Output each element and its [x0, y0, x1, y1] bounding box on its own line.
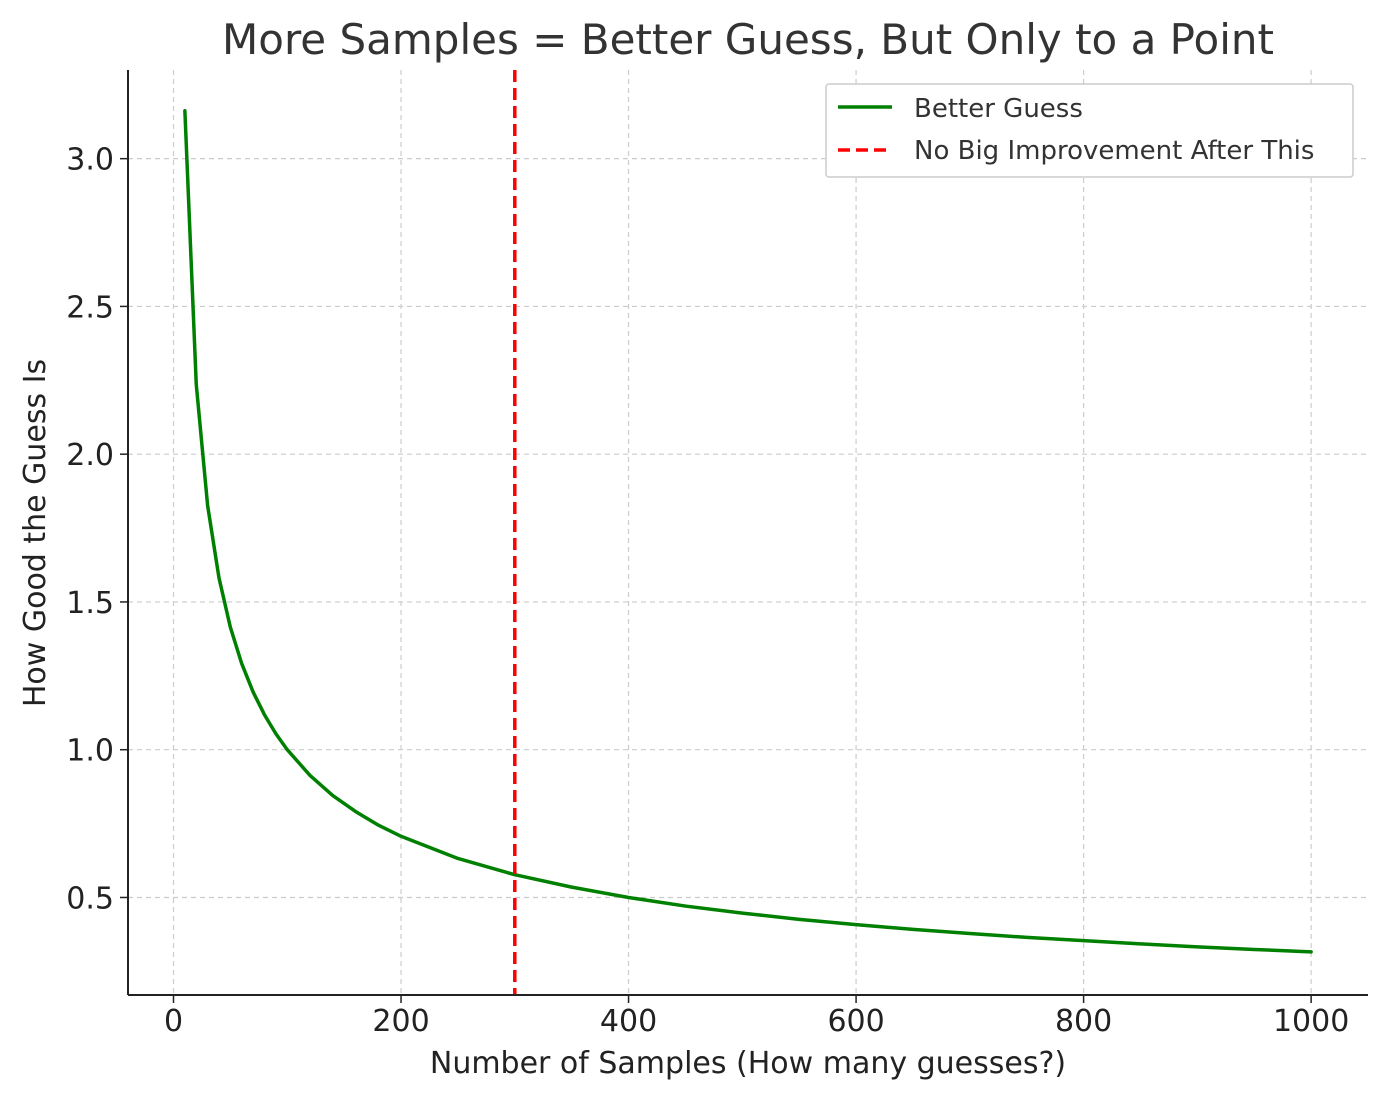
legend-label-no-big-improvement: No Big Improvement After This [914, 136, 1314, 166]
legend-box [825, 83, 1354, 178]
series-line-better-guess [183, 109, 1313, 954]
y-axis-label: How Good the Guess Is [18, 359, 53, 707]
x-tick-label: 0 [164, 1004, 183, 1039]
x-tick-label: 400 [600, 1004, 657, 1039]
legend-label-better-guess: Better Guess [914, 94, 1083, 124]
x-tick-label: 1000 [1273, 1004, 1349, 1039]
y-tick-label: 2.5 [66, 290, 114, 325]
plot-area [183, 70, 1313, 995]
chart-title: More Samples = Better Guess, But Only to… [222, 15, 1274, 64]
tick-labels: 0 200 400 600 800 1000 0.5 1.0 1.5 2.0 2.5 3.0 [66, 143, 1349, 1039]
x-tick-label: 800 [1055, 1004, 1112, 1039]
x-axis-label: Number of Samples (How many guesses?) [430, 1046, 1066, 1081]
y-tick-label: 1.5 [66, 586, 114, 621]
axes [120, 70, 1368, 1003]
y-tick-label: 1.0 [66, 734, 114, 769]
legend: Better Guess No Big Improvement After Th… [825, 83, 1354, 178]
y-tick-label: 0.5 [66, 881, 114, 916]
y-tick-label: 2.0 [66, 438, 114, 473]
y-tick-label: 3.0 [66, 143, 114, 178]
grid-lines [128, 70, 1368, 995]
x-tick-label: 200 [372, 1004, 429, 1039]
x-tick-label: 600 [827, 1004, 884, 1039]
